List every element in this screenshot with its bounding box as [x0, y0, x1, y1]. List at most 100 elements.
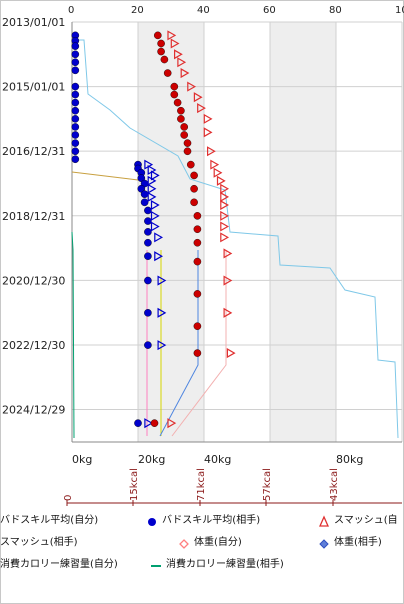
data-point — [183, 147, 192, 156]
data-point — [71, 66, 80, 75]
data-point — [150, 419, 159, 427]
top-tick-label: 20 — [131, 5, 144, 16]
data-point — [213, 167, 223, 178]
data-point — [174, 49, 183, 60]
blue-circle-icon — [148, 518, 156, 526]
data-point — [180, 123, 188, 131]
y-tick-label: 2016/12/31 — [2, 145, 65, 158]
data-point — [153, 31, 162, 40]
calorie-opp-line — [73, 39, 399, 439]
data-point — [197, 103, 206, 114]
shaded-band — [270, 22, 336, 442]
data-point — [220, 183, 230, 194]
data-point — [157, 275, 167, 286]
y-tick-label: 2015/01/01 — [2, 81, 65, 94]
data-point — [134, 419, 142, 427]
data-point — [71, 98, 80, 107]
data-point — [193, 290, 202, 298]
legend-label: バドスキル平均(自分) — [0, 515, 99, 526]
data-point — [193, 349, 202, 357]
data-point — [140, 190, 149, 198]
data-point — [163, 69, 172, 77]
data-point — [71, 155, 80, 164]
calorie-self-line — [71, 231, 75, 439]
data-point — [177, 115, 185, 123]
data-point — [144, 238, 152, 247]
data-point — [71, 123, 80, 131]
data-point — [193, 322, 202, 330]
data-point — [203, 127, 213, 138]
data-point — [190, 184, 198, 193]
blue-diamond-icon — [319, 539, 329, 549]
data-point — [177, 106, 185, 115]
data-point — [71, 58, 80, 67]
x-tick-label: 80kg — [336, 453, 363, 466]
data-point — [150, 221, 160, 232]
data-point — [223, 307, 233, 318]
legend-label: バドスキル平均(相手) — [162, 515, 261, 526]
data-point — [150, 200, 160, 211]
data-point — [160, 55, 169, 64]
data-point — [220, 191, 230, 202]
top-tick-label: 40 — [197, 5, 210, 16]
data-point — [150, 170, 160, 181]
data-point — [144, 309, 152, 317]
data-point — [144, 341, 152, 349]
data-point — [193, 225, 202, 234]
data-point — [144, 217, 152, 225]
kcal-tick-label: 15kcal — [129, 468, 140, 501]
data-point — [193, 92, 203, 103]
data-point — [144, 228, 152, 236]
data-point — [71, 50, 80, 59]
pink-diamond-icon — [179, 539, 189, 549]
data-point — [144, 418, 154, 429]
x-tick-label: 0kg — [72, 453, 92, 466]
data-point — [183, 139, 192, 147]
data-point — [71, 115, 80, 123]
data-point — [170, 38, 180, 49]
data-point — [157, 307, 167, 318]
y-tick-label: 2013/01/01 — [2, 16, 65, 29]
connector-line — [71, 171, 139, 181]
data-point — [170, 82, 179, 91]
legend-label: 体重(自分) — [194, 537, 242, 548]
data-point — [144, 276, 152, 285]
data-point — [71, 82, 80, 91]
kcal-tick-label: 71kcal — [196, 468, 207, 501]
legend-label: 体重(相手) — [334, 537, 382, 548]
data-point — [186, 160, 195, 169]
data-point — [207, 146, 216, 157]
trend-line-blue — [159, 250, 199, 437]
data-point — [173, 98, 182, 107]
data-point — [193, 238, 202, 247]
data-point — [167, 30, 177, 41]
data-point — [154, 232, 164, 243]
data-point — [203, 113, 213, 124]
data-point — [167, 418, 177, 429]
kcal-tick-label: 0 — [63, 495, 74, 501]
data-point — [147, 183, 157, 194]
legend: バドスキル平均(自分) バドスキル平均(相手) スマッシュ(自 スマッシュ(相手… — [0, 514, 404, 574]
data-point — [210, 159, 220, 170]
data-point — [150, 210, 160, 221]
data-point — [71, 106, 80, 115]
y-tick-label: 2024/12/29 — [2, 404, 65, 417]
data-point — [71, 90, 80, 99]
data-point — [71, 139, 80, 147]
data-point — [223, 248, 233, 259]
y-tick-label: 2020/12/30 — [2, 274, 65, 287]
data-point — [170, 90, 179, 99]
data-point — [157, 340, 167, 351]
data-point — [147, 175, 157, 186]
data-point — [187, 81, 197, 92]
data-point — [71, 42, 80, 50]
data-point — [193, 212, 202, 220]
data-point — [220, 221, 230, 232]
data-point — [220, 200, 230, 211]
data-point — [193, 257, 202, 266]
trend-line-lightpink — [171, 250, 227, 437]
data-point — [177, 57, 187, 68]
red-triangle-icon — [318, 515, 330, 527]
data-point — [147, 191, 157, 202]
chart-svg: 2013/01/01 2015/01/01 2016/12/31 2018/12/31… — [2, 5, 404, 506]
